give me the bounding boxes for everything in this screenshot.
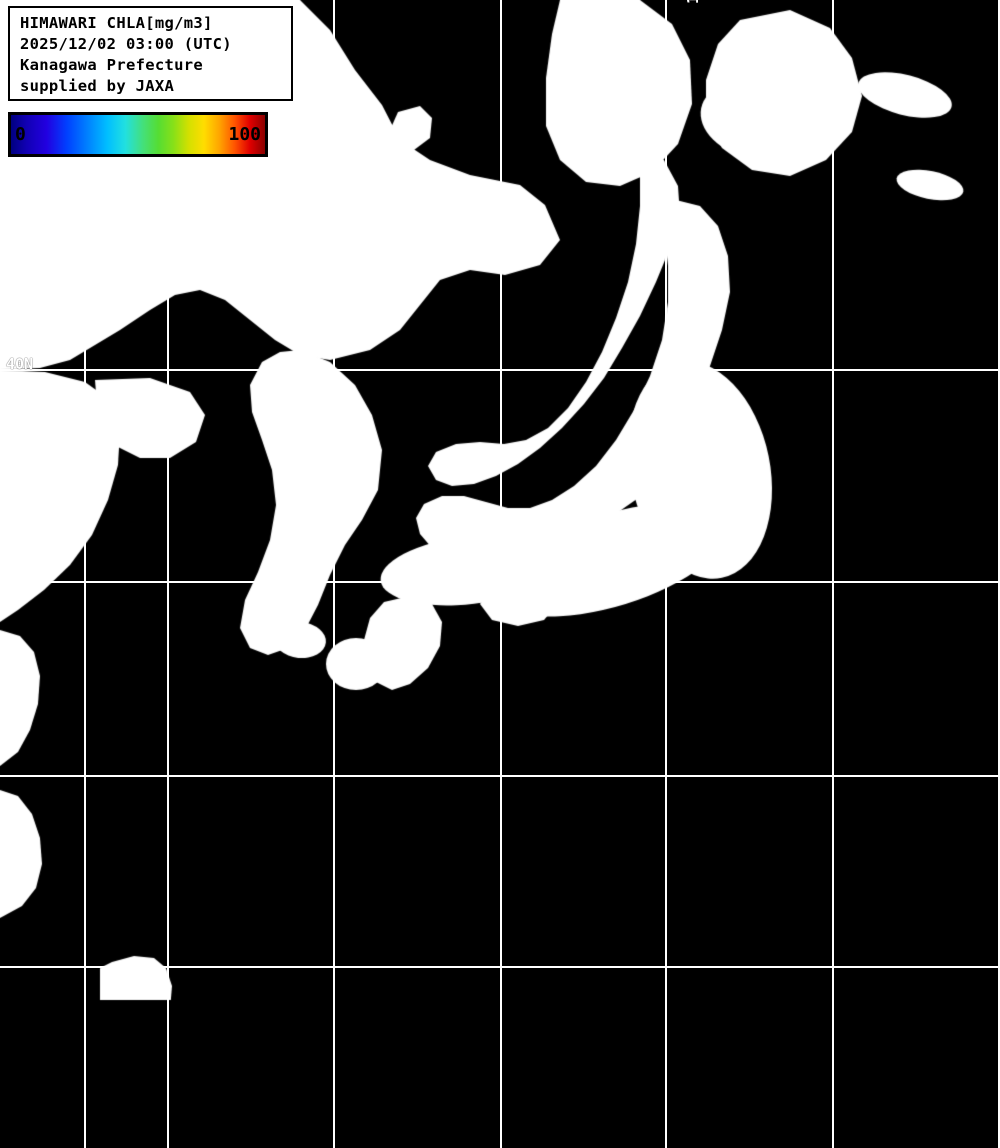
info-datetime: 2025/12/02 03:00 (UTC): [20, 35, 232, 53]
colorbar-gradient: [11, 115, 265, 154]
colorbar: 0 100: [8, 112, 268, 157]
info-title: HIMAWARI CHLA[mg/m3]: [20, 14, 213, 32]
latitude-label-0: 40N: [6, 355, 34, 373]
info-source: supplied by JAXA: [20, 77, 175, 95]
info-region: Kanagawa Prefecture: [20, 56, 204, 74]
colorbar-max-label: 100: [228, 124, 261, 145]
colorbar-min-label: 0: [15, 124, 26, 145]
info-legend-box: HIMAWARI CHLA[mg/m3] 2025/12/02 03:00 (U…: [8, 6, 293, 101]
longitude-label-0: 140E: [684, 0, 702, 4]
